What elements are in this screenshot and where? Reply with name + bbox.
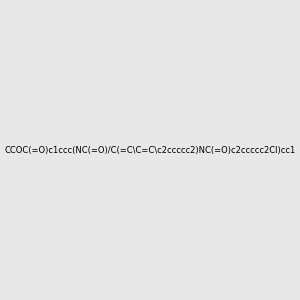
Text: CCOC(=O)c1ccc(NC(=O)/C(=C\C=C\c2ccccc2)NC(=O)c2ccccc2Cl)cc1: CCOC(=O)c1ccc(NC(=O)/C(=C\C=C\c2ccccc2)N…	[4, 146, 296, 154]
